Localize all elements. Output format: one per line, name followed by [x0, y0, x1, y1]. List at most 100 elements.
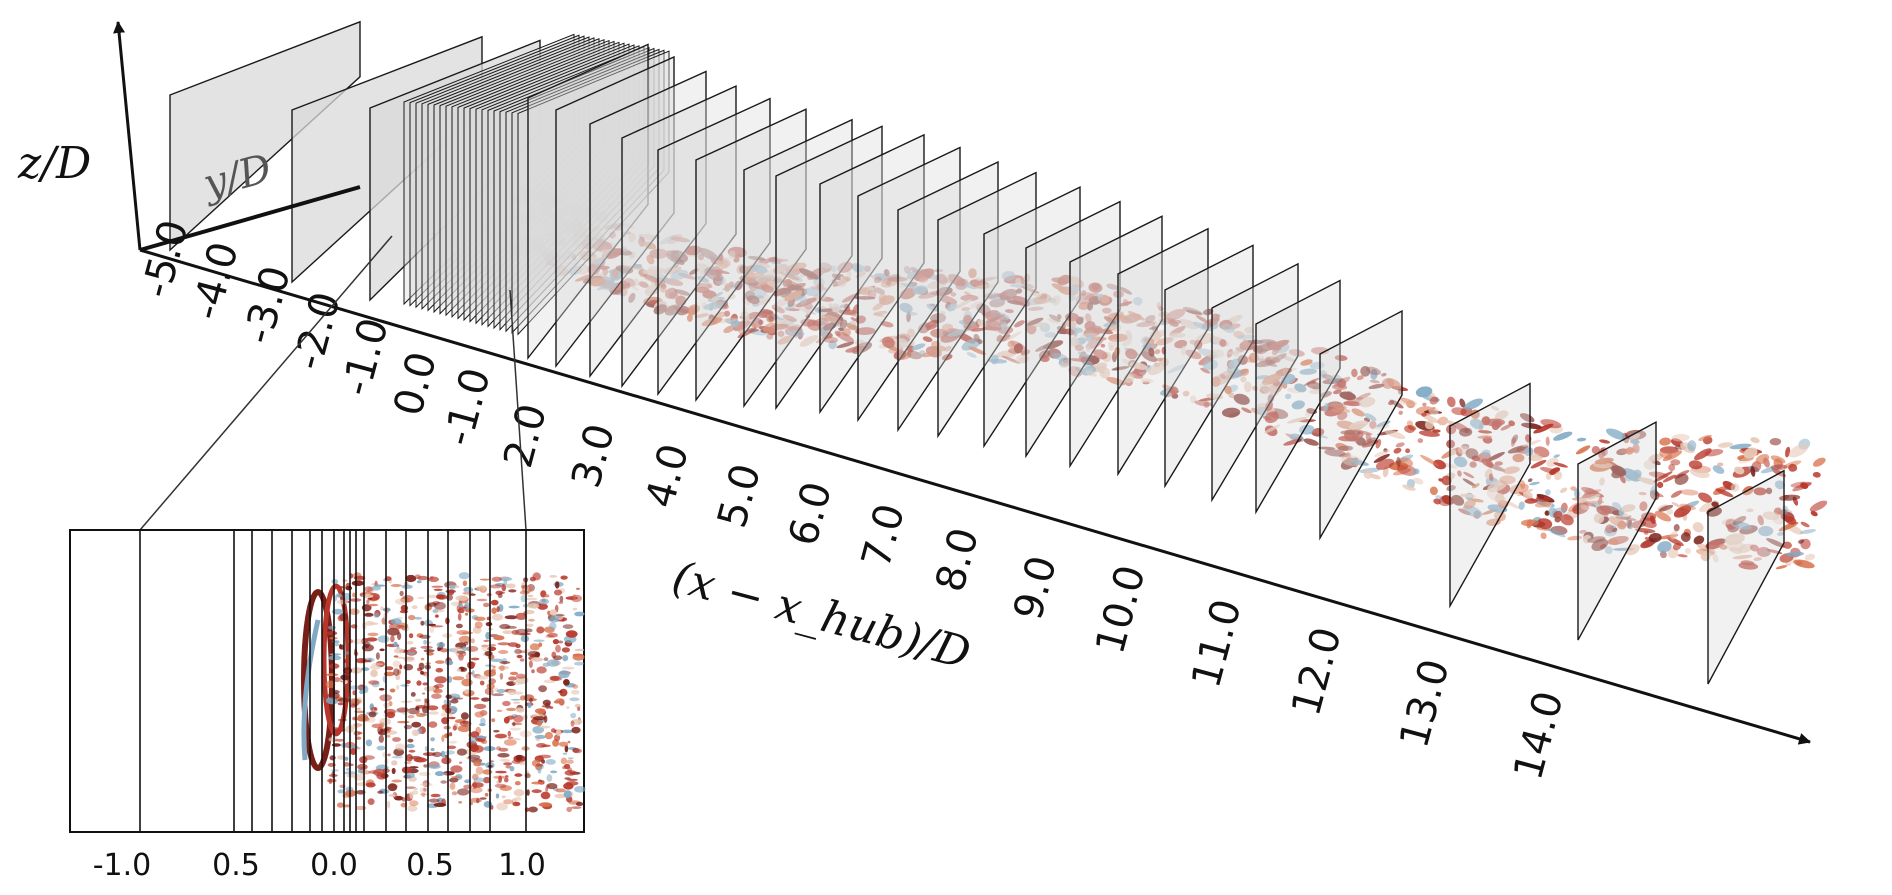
inset-vortex-blob [420, 783, 433, 787]
measurement-plane [1211, 262, 1299, 503]
inset-vortex-blob [562, 624, 574, 629]
axes [113, 21, 1811, 745]
inset-vortex-blob [574, 661, 584, 666]
inset-vortex-blob [509, 766, 515, 772]
vortex-blob [1718, 544, 1728, 550]
vortex-blob [1232, 350, 1240, 357]
vortex-blob [1729, 443, 1752, 450]
vortex-blob [855, 327, 876, 336]
vortex-blob [1771, 468, 1786, 477]
inset-vortex-blob [531, 789, 542, 794]
inset-vortex-blob [352, 690, 356, 696]
vortex-blob [1545, 489, 1551, 496]
x-tick-label: 0.0 [385, 347, 446, 420]
inset-vortex-blob [476, 598, 488, 602]
vortex-blob [696, 283, 713, 289]
inset-vortex-blob [472, 781, 477, 789]
vortex-blob [1334, 355, 1348, 361]
vortex-blob [1486, 518, 1501, 526]
vortex-blob [823, 268, 832, 273]
vortex-blob [760, 284, 774, 293]
vortex-blob [1738, 562, 1759, 570]
vortex-blob [1670, 490, 1682, 498]
inset-vortex-blob [549, 609, 557, 616]
vortex-blob [1812, 471, 1821, 478]
inset-vortex-blob [337, 718, 348, 722]
inset-vortex-blob [440, 780, 448, 784]
measurement-plane [589, 70, 707, 379]
vortex-blob [1698, 434, 1712, 441]
vortex-blob [762, 294, 770, 301]
vortex-blob [999, 288, 1018, 301]
inset-vortex-blob [516, 654, 523, 659]
vortex-blob [1195, 315, 1210, 324]
inset-vortex-blob [571, 689, 580, 695]
inset-vortex-blob [532, 603, 537, 610]
wake-vortex-structures [511, 186, 1828, 570]
vortex-blob [533, 233, 547, 241]
vortex-blob [1638, 491, 1647, 496]
vortex-blob [1386, 378, 1402, 390]
inset-vortex-blob [536, 763, 544, 767]
vortex-blob [1546, 528, 1566, 538]
inset-vortex-blob [548, 617, 560, 623]
vortex-blob [1656, 481, 1664, 489]
vortex-blob [1730, 483, 1740, 492]
inset-vortex-blob [555, 698, 565, 704]
vortex-blob [1345, 452, 1352, 459]
inset-vortex-blob [441, 757, 452, 765]
vortex-blob [1051, 283, 1066, 292]
vortex-blob [1051, 295, 1061, 306]
vortex-blob [906, 350, 922, 360]
x-tick-label: 5.0 [709, 459, 770, 532]
x-tick-label: 14.0 [1505, 687, 1572, 785]
inset-vortex-blob [474, 711, 485, 718]
inset-vortex-blob [390, 584, 402, 587]
inset-vortex-blob [412, 790, 419, 795]
inset-vortex-blob [443, 699, 451, 705]
vortex-blob [1632, 469, 1642, 479]
inset-vortex-blob [446, 594, 453, 601]
vortex-blob [1581, 493, 1601, 501]
vortex-blob [697, 275, 709, 283]
vortex-blob [1469, 461, 1477, 468]
inset-vortex-blob [497, 642, 510, 646]
vortex-blob [835, 332, 841, 337]
inset-vortex-blob [558, 670, 570, 679]
vortex-blob [1729, 547, 1743, 554]
vortex-blob [1521, 422, 1542, 430]
inset-vortex-blob [519, 761, 526, 766]
vortex-blob [1469, 418, 1484, 430]
vortex-blob [1758, 526, 1774, 537]
inset-vortex-blob [407, 715, 415, 719]
inset-vortex-blob [540, 791, 551, 800]
inset-vortex-blob [361, 667, 370, 671]
vortex-blob [1369, 420, 1377, 429]
inset-vortex-blob [464, 602, 470, 610]
vortex-blob [1579, 529, 1587, 534]
inset-vortex-blob [408, 652, 416, 655]
vortex-blob [1712, 553, 1719, 563]
measurement-plane [937, 171, 1037, 439]
inset-vortex-blob [416, 680, 422, 686]
inset-vortex-blob [534, 708, 546, 714]
inset-vortex-blob [474, 703, 487, 710]
vortex-blob [1459, 427, 1473, 437]
inset-vortex-blob [390, 635, 395, 643]
inset-vortex-blob [463, 641, 469, 646]
vortex-blob [1706, 506, 1722, 517]
vortex-blob [1536, 495, 1545, 500]
vortex-blob [670, 269, 689, 280]
measurement-plane [897, 160, 999, 433]
inset-vortex-blob [503, 739, 517, 746]
inset-vortex-blob [531, 657, 544, 662]
vortex-blob [918, 276, 929, 283]
vortex-blob [1206, 349, 1225, 359]
vortex-blob [624, 278, 636, 287]
vortex-blob [1732, 516, 1747, 525]
x-tick-label: 10.0 [1087, 561, 1154, 659]
vortex-blob [1523, 446, 1534, 457]
vortex-blob [623, 265, 645, 270]
vortex-blob [1221, 323, 1235, 333]
inset-vortex-blob [420, 620, 425, 626]
